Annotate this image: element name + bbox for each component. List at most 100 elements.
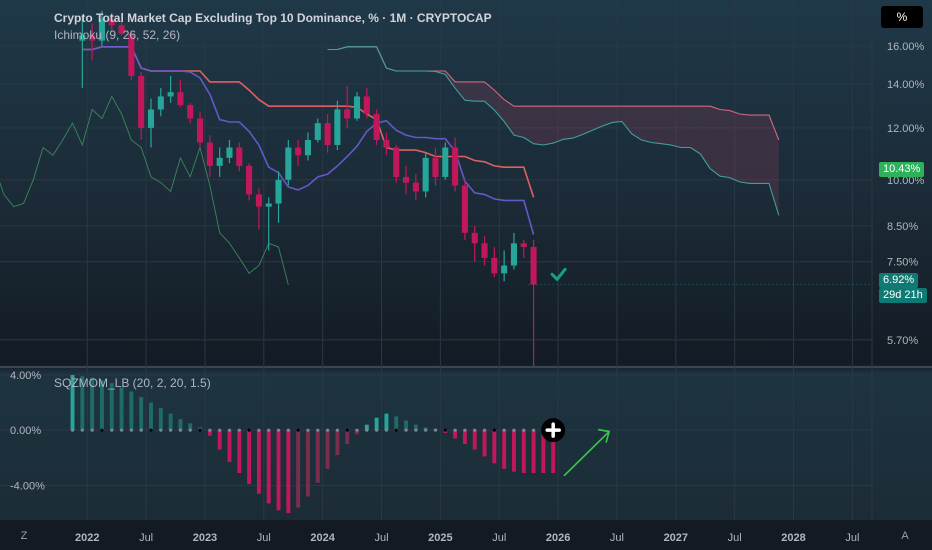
osc-y-tick-label: -4.00% [10, 480, 45, 492]
ichimoku-cloud-segment [641, 106, 652, 143]
ichimoku-cloud-segment [680, 106, 691, 148]
momentum-bar [237, 430, 242, 474]
momentum-bar [472, 430, 477, 450]
ichimoku-cloud-segment [592, 106, 603, 131]
squeeze-dot [129, 428, 133, 432]
auto-scale-a-button[interactable]: A [901, 530, 909, 542]
candle-body [157, 96, 164, 110]
momentum-bar [188, 423, 193, 431]
momentum-bar [90, 377, 95, 431]
ichimoku-cloud-segment [700, 106, 711, 169]
squeeze-dot [316, 428, 320, 432]
candle-body [510, 243, 517, 266]
squeeze-dot [512, 428, 516, 432]
squeeze-dot [325, 428, 330, 432]
squeeze-dot [110, 428, 114, 432]
countdown-badge: 29d 21h [879, 288, 927, 303]
candle-body [79, 35, 86, 41]
momentum-bar [227, 430, 232, 462]
x-tick-label: 2025 [428, 532, 452, 544]
ichimoku-cloud-segment [661, 106, 671, 145]
x-tick-label: 2028 [781, 532, 805, 544]
candle-body [530, 246, 537, 285]
x-tick-label: Jul [728, 532, 742, 544]
ichimoku-cloud-segment [464, 81, 475, 102]
x-tick-label: 2022 [75, 532, 99, 544]
ichimoku-cloud-segment [602, 106, 612, 127]
candle-body [393, 147, 400, 177]
ichimoku-cloud-segment [563, 106, 573, 140]
percent-scale-button[interactable]: % [881, 6, 923, 28]
candle-body [324, 123, 331, 145]
momentum-bar [355, 430, 359, 435]
candle-body [432, 157, 439, 177]
candle-body [373, 113, 380, 140]
squeeze-dot [404, 428, 408, 432]
candle-body [461, 185, 468, 233]
candle-body [108, 18, 115, 26]
squeeze-dot [355, 428, 359, 432]
squeeze-dot [502, 428, 506, 432]
candle-body [226, 147, 233, 158]
momentum-bar [502, 430, 507, 469]
candle-body [491, 257, 498, 274]
momentum-bar [551, 430, 556, 474]
squeeze-dot [208, 428, 212, 432]
candle-body [216, 157, 223, 166]
current-value-badge: 10.43% [879, 162, 925, 177]
momentum-bar [521, 430, 526, 474]
sqzmom-legend[interactable]: SQZMOM_LB (20, 2, 20, 1.5) [54, 376, 211, 390]
candle-body [98, 18, 105, 41]
candle-body [481, 243, 488, 258]
auto-scale-z-button[interactable]: Z [20, 530, 28, 542]
momentum-bar [276, 430, 281, 511]
y-tick-label: 14.00% [887, 79, 925, 91]
squeeze-dot [433, 428, 438, 432]
chart-title: Crypto Total Market Cap Excluding Top 10… [54, 11, 492, 25]
momentum-bar [492, 430, 497, 464]
momentum-bar [139, 397, 144, 431]
x-tick-label: Jul [845, 532, 859, 544]
squeeze-dot [90, 428, 94, 432]
ichimoku-cloud-segment [504, 99, 514, 136]
squeeze-dot [296, 428, 300, 432]
candle-body [422, 157, 429, 192]
ichimoku-cloud-segment [514, 106, 524, 138]
checkmark-icon [550, 267, 567, 282]
momentum-bar [482, 430, 487, 457]
arrow-shaft [563, 430, 610, 477]
arrow-up-right-icon [597, 428, 611, 443]
squeeze-dot [188, 428, 192, 432]
momentum-bar [462, 430, 467, 444]
candle-body [304, 139, 311, 156]
momentum-bar [129, 391, 134, 431]
squeeze-dot [522, 428, 526, 432]
candle-body [344, 109, 351, 119]
y-tick-label: 16.00% [887, 41, 925, 53]
squeeze-dot [247, 428, 251, 432]
squeeze-dot [335, 428, 339, 432]
x-tick-label: Jul [374, 532, 388, 544]
squeeze-dot [218, 428, 222, 432]
candle-body [295, 147, 302, 156]
squeeze-dot [198, 428, 202, 432]
x-tick-label: Jul [610, 532, 624, 544]
candle-body [128, 33, 135, 76]
squeeze-dot [375, 428, 379, 432]
ichimoku-cloud-segment [631, 106, 642, 140]
candle-body [520, 243, 527, 247]
x-tick-label: Jul [257, 532, 271, 544]
candle-body [383, 139, 390, 148]
momentum-bar [256, 430, 261, 494]
candle-body [167, 92, 174, 97]
candle-body [285, 147, 292, 180]
ichimoku-legend[interactable]: Ichimoku (9, 26, 52, 26) [54, 28, 181, 42]
momentum-bar [374, 417, 379, 431]
candle-body [255, 194, 262, 207]
plus-sign [545, 422, 561, 438]
momentum-bar [99, 380, 104, 431]
ichimoku-cloud-segment [690, 106, 701, 154]
squeeze-dot [345, 428, 349, 432]
squeeze-dot [119, 428, 124, 432]
